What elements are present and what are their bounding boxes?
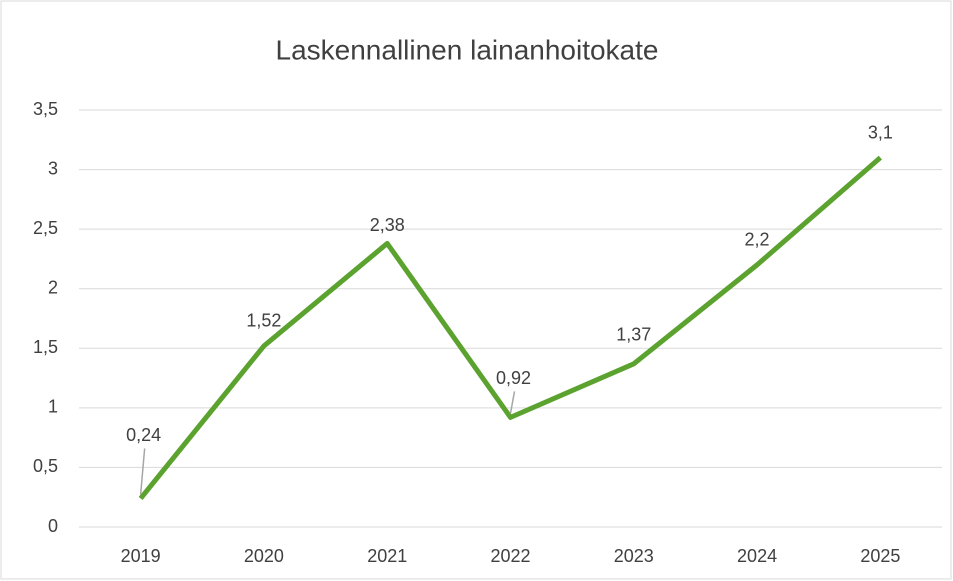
y-tick-label: 1 — [48, 397, 58, 417]
data-label: 2,38 — [370, 215, 405, 235]
y-tick-label: 3,5 — [33, 99, 58, 119]
data-line — [138, 155, 882, 500]
leader-line — [509, 391, 516, 414]
x-tick-label: 2022 — [490, 546, 530, 566]
data-label: 1,37 — [616, 325, 651, 345]
y-tick-label: 2 — [48, 277, 58, 297]
y-tick-label: 0 — [48, 516, 58, 536]
data-label: 1,52 — [246, 311, 281, 331]
leader-line — [139, 448, 146, 495]
x-tick-label: 2025 — [860, 546, 900, 566]
data-label: 0,24 — [126, 425, 161, 445]
data-label: 0,92 — [496, 368, 531, 388]
data-label: 2,2 — [745, 230, 770, 250]
data-label: 3,1 — [868, 122, 893, 142]
y-tick-label: 1,5 — [33, 337, 58, 357]
y-tick-label: 2,5 — [33, 218, 58, 238]
x-tick-label: 2021 — [367, 546, 407, 566]
y-tick-label: 0,5 — [33, 456, 58, 476]
x-tick-label: 2020 — [244, 546, 284, 566]
y-tick-label: 3 — [48, 158, 58, 178]
x-tick-label: 2023 — [614, 546, 654, 566]
x-tick-label: 2019 — [121, 546, 161, 566]
chart-title: Laskennallinen lainanhoitokate — [276, 34, 659, 65]
x-tick-label: 2024 — [737, 546, 777, 566]
